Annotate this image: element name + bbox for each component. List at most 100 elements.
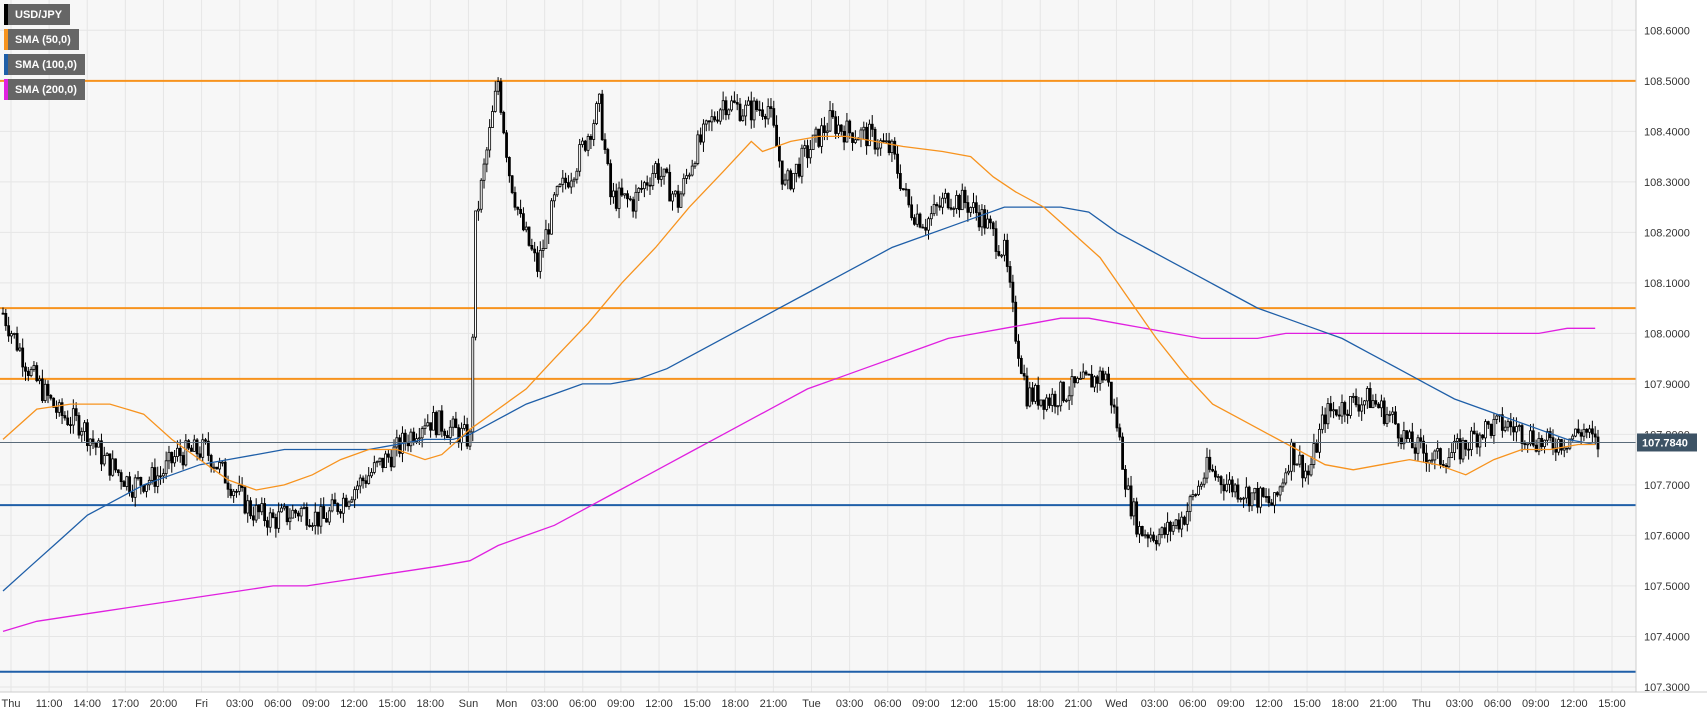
candle-body (336, 503, 340, 512)
candle-body (1166, 521, 1170, 535)
candle-body (325, 518, 328, 523)
candle-body (1484, 421, 1487, 439)
candle-body (454, 418, 458, 429)
candle-body (1109, 381, 1113, 406)
candle-body (1118, 427, 1122, 438)
candle-body (1126, 485, 1130, 490)
candle-body (412, 431, 416, 443)
x-tick-label: 09:00 (1522, 698, 1550, 710)
candle-body (651, 173, 655, 187)
candle-body (1185, 511, 1189, 525)
legend-item-sma100[interactable]: SMA (100,0) (4, 54, 85, 75)
candle-body (299, 508, 303, 517)
x-tick-label: Mon (496, 698, 517, 710)
candle-body (597, 93, 601, 104)
candle-body (536, 252, 539, 272)
candle-body (974, 202, 978, 214)
candle-body (1579, 432, 1583, 437)
candle-body (592, 123, 596, 140)
candle-body (769, 106, 773, 109)
candle-body (642, 182, 646, 190)
candle-body (873, 128, 877, 150)
x-tick-label: 12:00 (950, 698, 978, 710)
candle-body (29, 369, 33, 376)
candle-body (524, 226, 528, 231)
legend-item-sma50[interactable]: SMA (50,0) (4, 29, 79, 50)
candle-body (1014, 301, 1018, 342)
candle-body (1022, 373, 1026, 377)
candle-body (1315, 443, 1319, 453)
candle-body (1433, 450, 1437, 461)
candle-body (595, 103, 598, 124)
candle-body (291, 509, 295, 519)
candle-body (249, 500, 252, 517)
candle-body (763, 116, 767, 120)
candle-body (510, 175, 514, 193)
x-tick-label: 12:00 (1560, 698, 1588, 710)
candle-body (1270, 502, 1274, 506)
candle-body (668, 171, 672, 202)
candle-body (1312, 443, 1316, 465)
x-tick-label: Thu (2, 698, 21, 710)
x-tick-label: 06:00 (1484, 698, 1512, 710)
candle-body (1146, 534, 1150, 539)
candle-body (1287, 470, 1290, 474)
current-price-tag: 107.7840 (1637, 433, 1697, 452)
y-tick-label: 108.6000 (1644, 25, 1690, 37)
candle-body (111, 458, 115, 476)
candle-body (1087, 373, 1091, 376)
candle-body (876, 147, 880, 150)
candle-body (102, 455, 106, 465)
candle-body (1256, 487, 1260, 508)
x-tick-label: 21:00 (1370, 698, 1398, 710)
candle-body (1475, 433, 1479, 448)
candle-body (555, 186, 559, 196)
candle-body (1585, 428, 1589, 433)
candle-body (10, 333, 13, 337)
x-tick-label: 09:00 (607, 698, 635, 710)
legend-item-price[interactable]: USD/JPY (4, 4, 71, 25)
candle-body (1163, 527, 1167, 535)
candle-body (626, 193, 629, 200)
candle-body (1222, 484, 1226, 492)
candle-body (988, 218, 992, 224)
candle-body (1365, 388, 1369, 402)
x-tick-label: 11:00 (36, 698, 63, 710)
candle-body (1371, 400, 1375, 409)
candle-body (493, 90, 497, 112)
candle-body (403, 432, 407, 444)
candle-body (339, 511, 342, 514)
candle-body (1396, 423, 1400, 439)
candle-body (1413, 447, 1417, 454)
candle-body (946, 193, 950, 209)
candle-body (1481, 434, 1485, 439)
candle-body (1174, 519, 1178, 526)
candle-body (972, 202, 975, 208)
candle-body (1295, 463, 1299, 466)
candle-body (654, 163, 658, 174)
candle-body (431, 412, 435, 431)
candle-body (1078, 377, 1082, 380)
legend-item-sma200[interactable]: SMA (200,0) (4, 79, 85, 100)
candle-body (640, 187, 643, 190)
candle-body (1062, 381, 1065, 402)
candle-body (496, 81, 500, 92)
candle-body (1228, 479, 1231, 485)
candle-body (1492, 419, 1496, 436)
candle-body (952, 208, 956, 210)
candle-body (341, 497, 345, 514)
candle-body (1098, 370, 1102, 384)
candle-body (389, 456, 393, 468)
candle-body (1388, 413, 1392, 416)
candle-body (727, 109, 731, 116)
legend-label-sma200: SMA (200,0) (15, 83, 77, 96)
y-tick-label: 108.3000 (1644, 177, 1690, 189)
candle-body (108, 453, 112, 476)
candle-body (1008, 266, 1012, 283)
candle-body (1028, 387, 1032, 407)
candle-body (907, 189, 911, 206)
candle-body (575, 170, 579, 180)
candle-body (333, 499, 337, 504)
candle-body (547, 229, 551, 235)
candle-body (1160, 527, 1164, 536)
